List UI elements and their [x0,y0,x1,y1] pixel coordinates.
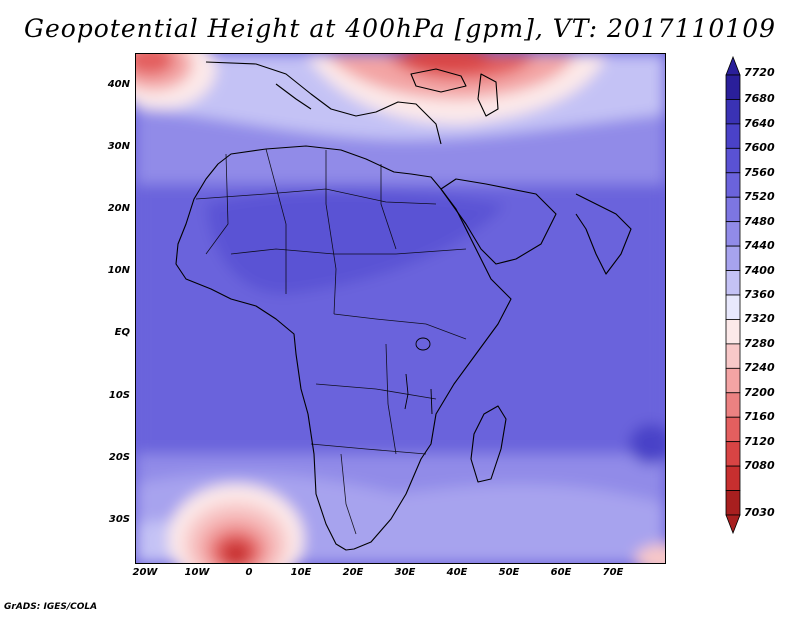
lat-label-eq: EQ [114,327,130,338]
lon-label-70e: 70E [602,567,624,578]
colorbar-bottom-arrow [725,514,741,535]
colorbar-box [725,196,741,223]
lon-label-0: 0 [245,567,253,578]
colorbar-box [725,465,741,491]
colorbar-box [725,147,741,174]
colorbar-label: 7200 [744,385,775,399]
colorbar-box [725,270,741,296]
colorbar-label: 7280 [744,336,775,350]
height-field [136,54,665,563]
colorbar-box [725,123,741,149]
country-borders [195,148,467,535]
lat-label-20n: 20N [107,203,130,214]
colorbar-box [725,416,741,443]
colorbar-label: 7320 [744,312,775,326]
map-title: Geopotential Height at 400hPa [gpm], VT:… [23,14,777,43]
lon-label-20w: 20W [132,567,158,578]
lat-label-10s: 10S [108,390,130,401]
lakes [404,337,433,415]
lat-label-30n: 30N [107,141,130,152]
colorbar-box [725,221,741,247]
colorbar-box [725,490,741,516]
colorbar-box [725,367,741,394]
colorbar-label: 7560 [744,165,775,179]
colorbar-label: 7600 [744,141,775,155]
colorbar-label: 7720 [744,66,775,79]
map-canvas [136,54,665,563]
lon-label-10e: 10E [290,567,312,578]
colorbar-label: 7400 [744,263,775,277]
coastlines [175,61,632,551]
colorbar-label: 7160 [744,410,775,424]
colorbar-box [725,294,741,320]
colorbar-label: 7360 [744,288,775,301]
lon-label-10w: 10W [184,567,210,578]
colorbar-label: 7440 [744,239,775,253]
colorbar-label: 7240 [744,361,775,375]
lon-label-50e: 50E [498,567,520,578]
lat-label-20s: 20S [108,452,130,463]
lon-label-30e: 30E [394,567,416,578]
colorbar-label: 7480 [744,214,775,228]
lat-label-30s: 30S [108,514,130,525]
colorbar-label: 7640 [744,116,775,130]
lon-label-20e: 20E [342,567,364,578]
lat-label-40n: 40N [107,79,130,90]
map-panel[interactable] [135,53,666,564]
colorbar-label: 7080 [744,459,775,473]
colorbar-box [725,319,741,345]
colorbar-box [725,392,741,418]
colorbar-box [725,343,741,369]
colorbar-boxes [725,55,741,535]
colorbar-box [725,74,741,100]
lon-label-40e: 40E [446,567,468,578]
colorbar-box [725,172,741,198]
lat-label-10n: 10N [107,265,130,276]
colorbar-label: 7120 [744,434,775,448]
colorbar-top-arrow [725,55,741,76]
grads-credit: GrADS: IGES/COLA [4,602,98,612]
colorbar-label: 7030 [744,506,775,519]
lon-label-60e: 60E [550,567,572,578]
colorbar-box [725,245,741,271]
colorbar-label: 7520 [744,190,775,204]
colorbar-box [725,99,741,125]
colorbar-box [725,441,741,467]
colorbar-label: 7680 [744,92,775,106]
colorbar [725,55,741,535]
